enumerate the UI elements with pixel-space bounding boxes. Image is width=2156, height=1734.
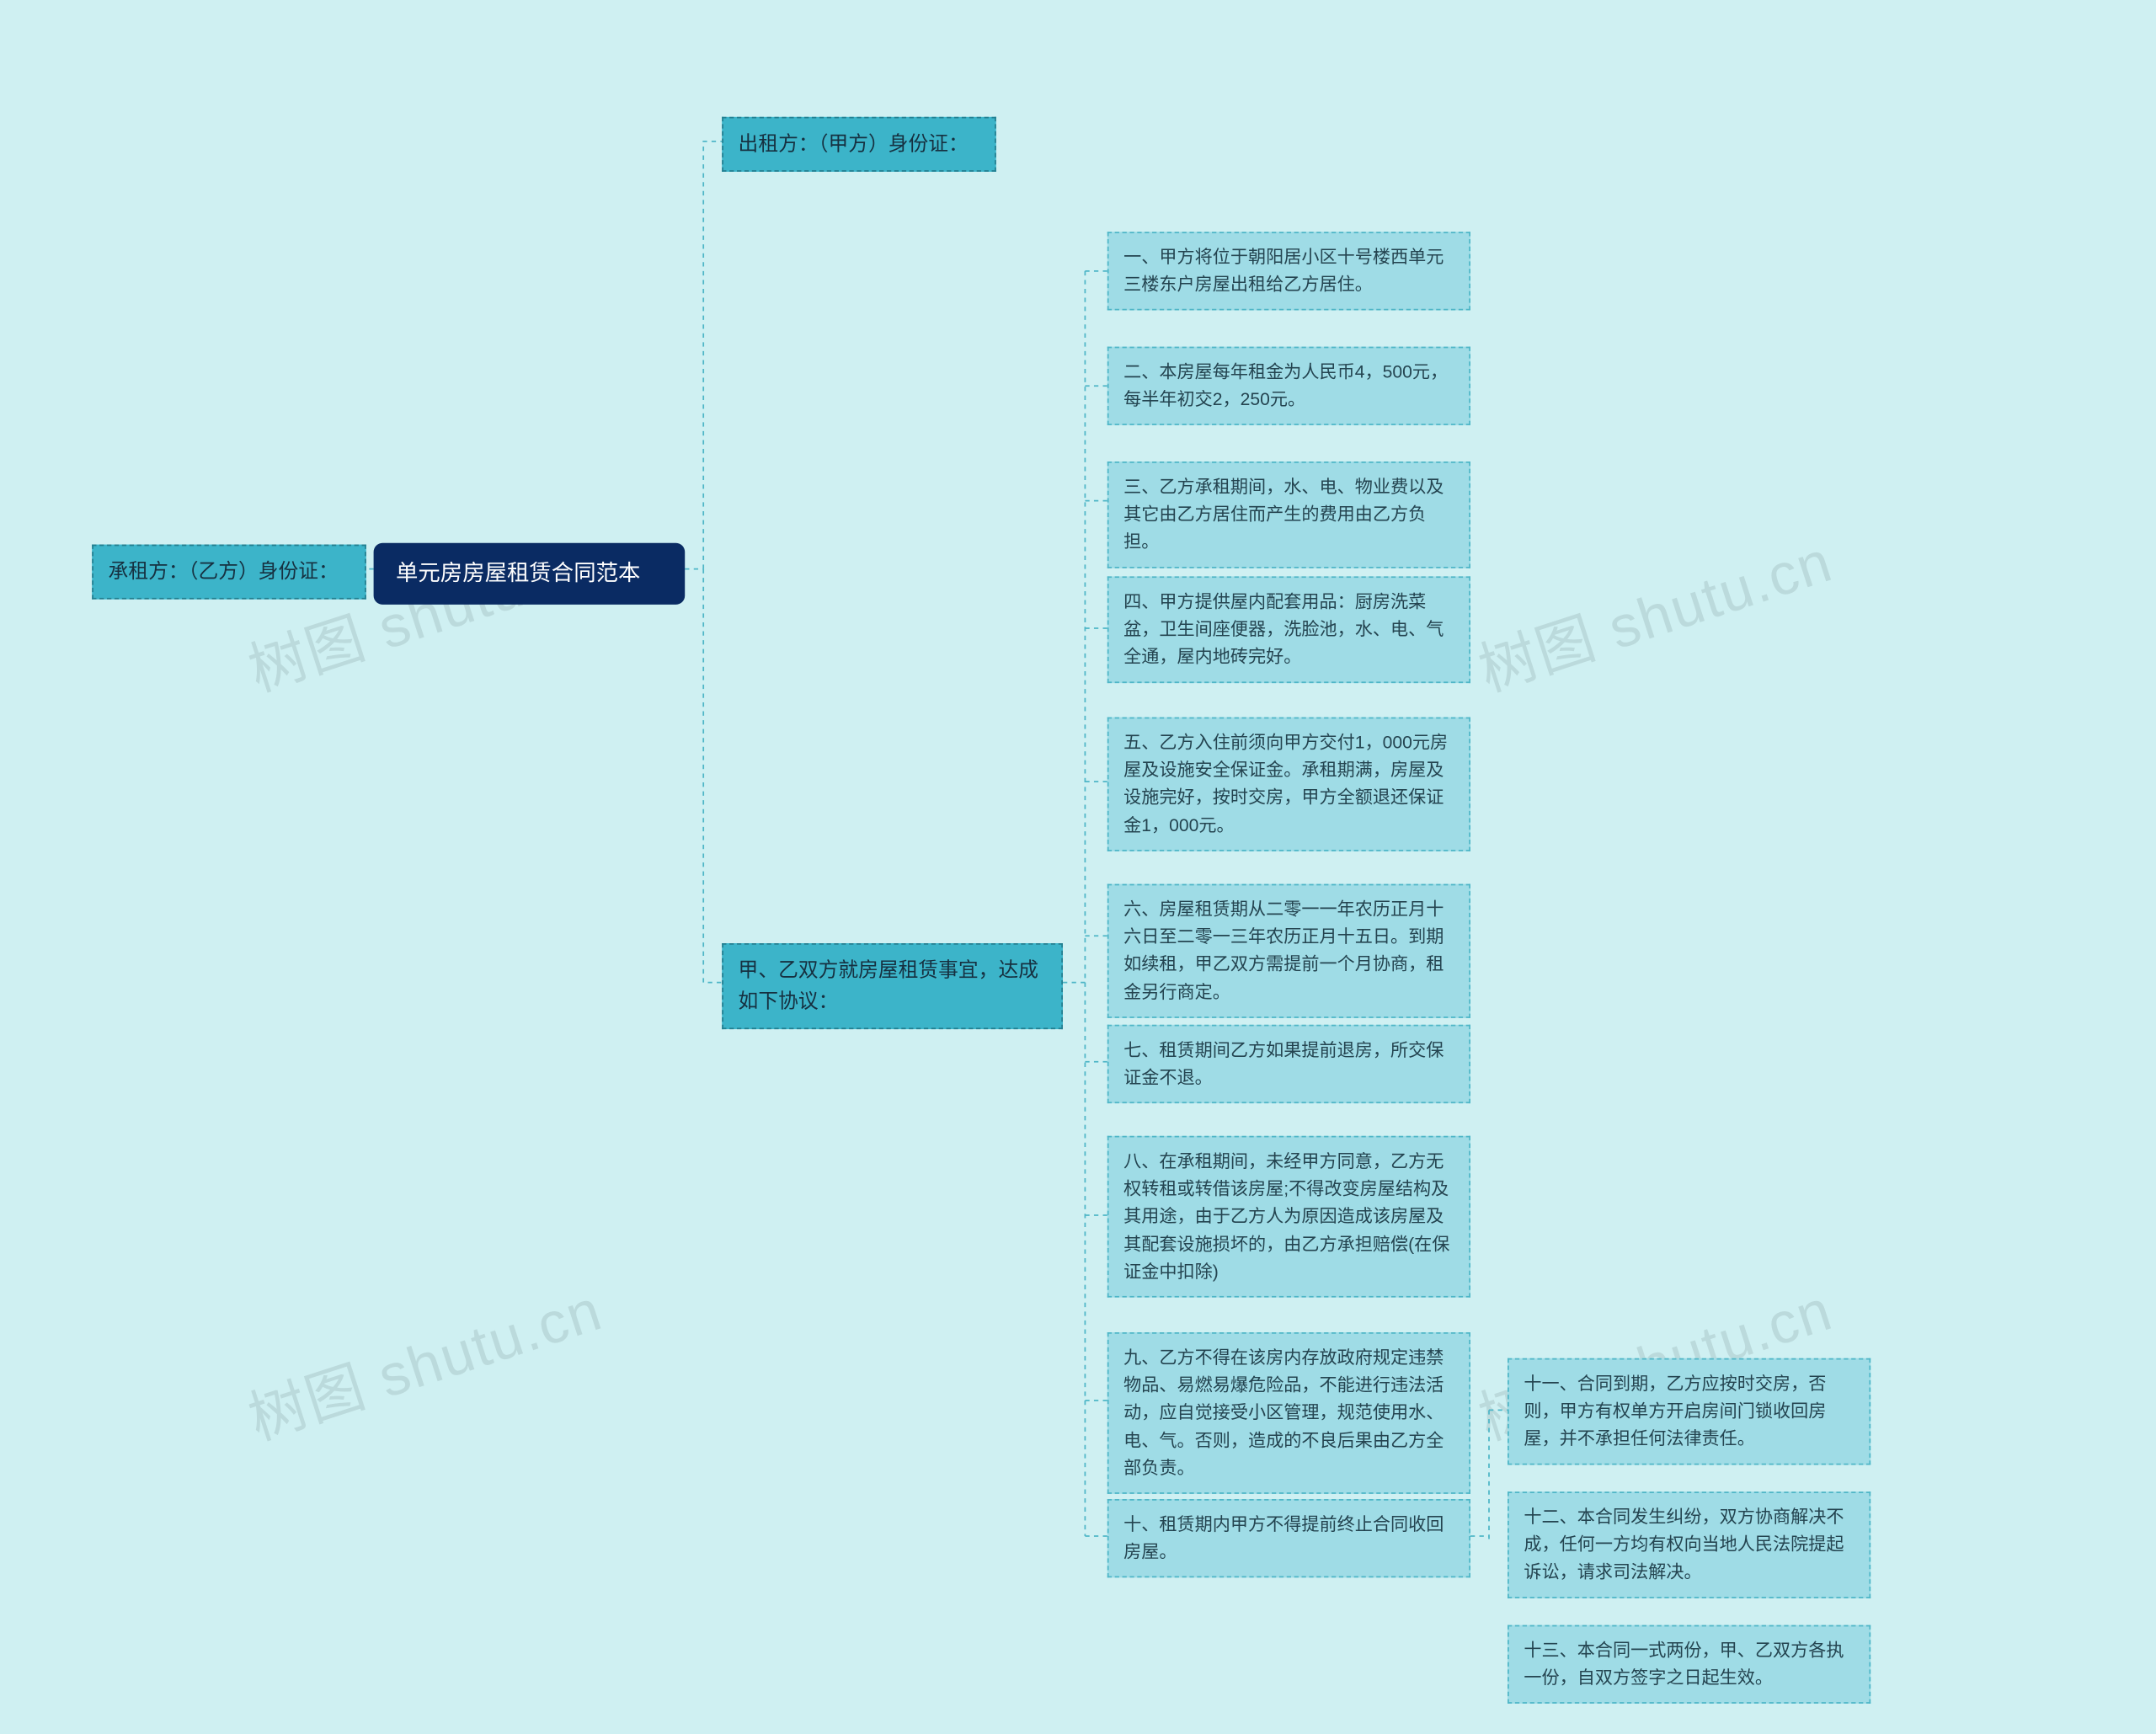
agreement-item-8: 八、在承租期间，未经甲方同意，乙方无权转租或转借该房屋;不得改变房屋结构及其用途… xyxy=(1107,1136,1470,1298)
watermark-2: 树图 shutu.cn xyxy=(1467,515,1841,707)
agreement-item-11: 十一、合同到期，乙方应按时交房，否则，甲方有权单方开启房间门锁收回房屋，并不承担… xyxy=(1508,1358,1870,1465)
connectors-layer xyxy=(25,17,1923,1543)
agreement-item-6: 六、房屋租赁期从二零一一年农历正月十六日至二零一三年农历正月十五日。到期如续租，… xyxy=(1107,884,1470,1018)
agreement-item-2: 二、本房屋每年租金为人民币4，500元，每半年初交2，250元。 xyxy=(1107,347,1470,426)
branch-right-agreement: 甲、乙双方就房屋租赁事宜，达成如下协议： xyxy=(722,943,1063,1029)
agreement-item-4: 四、甲方提供屋内配套用品：厨房洗菜盆，卫生间座便器，洗脸池，水、电、气全通，屋内… xyxy=(1107,576,1470,682)
agreement-item-7: 七、租赁期间乙方如果提前退房，所交保证金不退。 xyxy=(1107,1025,1470,1104)
agreement-item-5: 五、乙方入住前须向甲方交付1，000元房屋及设施安全保证金。承租期满，房屋及设施… xyxy=(1107,718,1470,851)
branch-right-landlord: 出租方：（甲方）身份证： xyxy=(722,117,996,172)
agreement-item-12: 十二、本合同发生纠纷，双方协商解决不成，任何一方均有权向当地人民法院提起诉讼，请… xyxy=(1508,1491,1870,1598)
agreement-item-1: 一、甲方将位于朝阳居小区十号楼西单元三楼东户房屋出租给乙方居住。 xyxy=(1107,232,1470,311)
watermark-3: 树图 shutu.cn xyxy=(237,1264,611,1456)
agreement-item-9: 九、乙方不得在该房内存放政府规定违禁物品、易燃易爆危险品，不能进行违法活动，应自… xyxy=(1107,1332,1470,1494)
agreement-item-13: 十三、本合同一式两份，甲、乙双方各执一份，自双方签字之日起生效。 xyxy=(1508,1625,1870,1705)
branch-left-tenant: 承租方：（乙方）身份证： xyxy=(92,545,366,600)
agreement-item-10: 十、租赁期内甲方不得提前终止合同收回房屋。 xyxy=(1107,1499,1470,1578)
mindmap-canvas: 树图 shutu.cn 树图 shutu.cn 树图 shutu.cn 树图 s… xyxy=(25,17,1923,1543)
agreement-item-3: 三、乙方承租期间，水、电、物业费以及其它由乙方居住而产生的费用由乙方负担。 xyxy=(1107,462,1470,568)
root-node: 单元房房屋租赁合同范本 xyxy=(374,543,686,605)
